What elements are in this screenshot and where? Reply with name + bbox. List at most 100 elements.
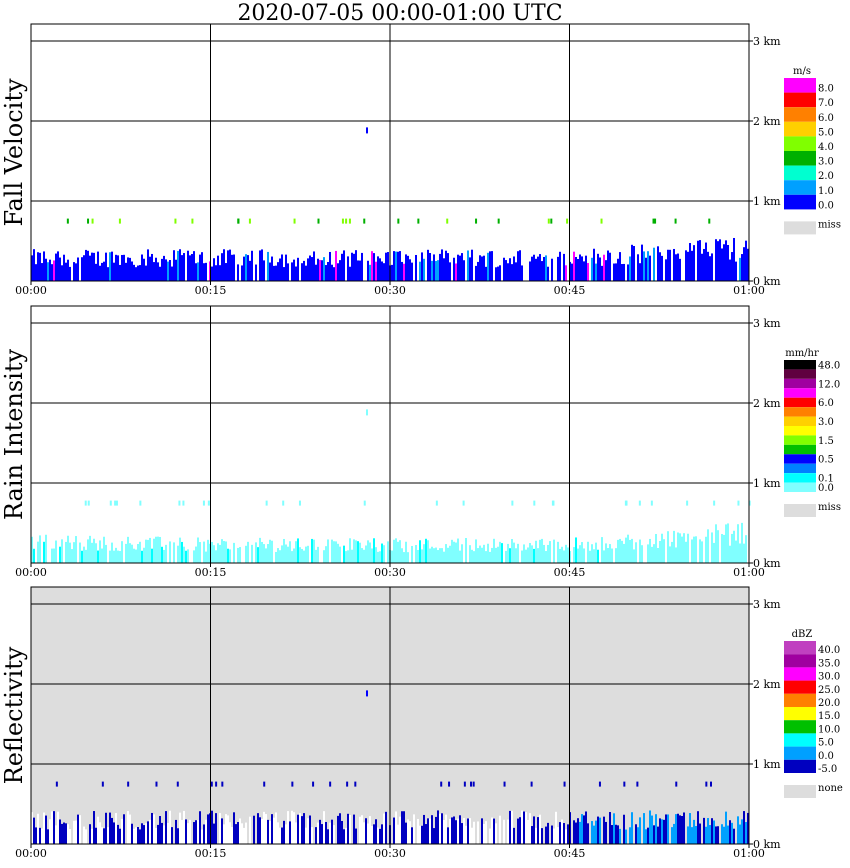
echo-column — [603, 254, 605, 281]
y-tick-label: 1 km — [753, 195, 781, 208]
echo-column — [297, 814, 299, 844]
echo-column — [205, 551, 207, 563]
echo-column — [53, 548, 55, 563]
echo-column — [127, 257, 129, 281]
echo-column — [639, 539, 641, 563]
echo-column — [633, 245, 635, 281]
echo-column — [441, 813, 443, 844]
echo-column — [377, 827, 379, 844]
echo-column — [667, 249, 669, 281]
echo-column — [279, 550, 281, 563]
echo-column — [603, 816, 605, 844]
echo-column — [409, 821, 411, 844]
echo-column — [327, 261, 329, 281]
echo-column — [471, 827, 473, 844]
echo-column — [339, 546, 341, 563]
echo-column — [563, 550, 565, 563]
echo-column — [711, 532, 713, 563]
echo-column — [311, 538, 313, 563]
echo-column — [229, 822, 231, 844]
echo-column — [119, 551, 121, 563]
echo-column — [573, 547, 575, 563]
echo-column — [733, 237, 735, 281]
echo-column — [573, 251, 575, 281]
echo-dot — [329, 781, 332, 787]
echo-column — [715, 524, 717, 563]
echo-column — [293, 259, 295, 281]
y-tick-label: 2 km — [753, 678, 781, 691]
echo-column — [125, 543, 127, 563]
echo-column — [111, 817, 113, 844]
echo-column — [743, 543, 745, 563]
echo-column — [225, 263, 227, 281]
echo-column — [249, 816, 251, 844]
echo-column — [571, 263, 573, 281]
echo-column — [177, 545, 179, 563]
echo-column — [535, 827, 537, 844]
echo-column — [261, 249, 263, 281]
echo-column — [109, 550, 111, 563]
echo-column — [37, 813, 39, 844]
echo-column — [263, 544, 265, 563]
echo-column — [595, 820, 597, 844]
echo-column — [551, 258, 553, 281]
echo-column — [651, 546, 653, 563]
echo-column — [491, 251, 493, 281]
echo-column — [653, 544, 655, 563]
echo-column — [67, 535, 69, 563]
echo-column — [139, 829, 141, 844]
legend-label: 1.5 — [818, 436, 834, 447]
echo-column — [559, 548, 561, 563]
echo-column — [725, 524, 727, 563]
echo-column — [705, 826, 707, 844]
echo-column — [325, 265, 327, 281]
echo-column — [283, 538, 285, 563]
echo-column — [137, 544, 139, 563]
echo-dot — [312, 781, 315, 787]
echo-field — [31, 409, 751, 563]
echo-column — [481, 818, 483, 844]
echo-column — [57, 251, 59, 281]
x-tick-label: 01:00 — [733, 566, 765, 579]
echo-dot — [348, 218, 351, 224]
echo-column — [407, 819, 409, 844]
echo-column — [149, 256, 151, 281]
echo-column — [49, 259, 51, 281]
echo-column — [717, 241, 719, 281]
echo-column — [661, 819, 663, 844]
echo-column — [613, 263, 615, 281]
legend-title: m/s — [793, 66, 811, 77]
echo-column — [119, 264, 121, 281]
echo-column — [713, 542, 715, 563]
echo-column — [345, 827, 347, 844]
echo-column — [473, 551, 475, 563]
echo-column — [449, 545, 451, 563]
echo-column — [117, 550, 119, 563]
echo-column — [367, 823, 369, 844]
echo-column — [263, 260, 265, 281]
echo-column — [533, 254, 535, 281]
echo-dot — [191, 218, 194, 224]
echo-column — [545, 551, 547, 563]
echo-column — [491, 547, 493, 563]
echo-dot — [114, 500, 117, 506]
echo-column — [427, 540, 429, 563]
echo-column — [59, 819, 61, 844]
echo-column — [245, 822, 247, 844]
echo-column — [693, 536, 695, 563]
echo-column — [245, 545, 247, 563]
echo-column — [75, 820, 77, 844]
echo-column — [517, 818, 519, 844]
echo-column — [227, 250, 229, 281]
echo-dot — [282, 500, 285, 506]
echo-column — [31, 812, 33, 844]
echo-column — [329, 251, 331, 281]
echo-dot — [363, 218, 366, 224]
echo-column — [647, 251, 649, 281]
echo-column — [331, 264, 333, 281]
echo-column — [181, 255, 183, 281]
echo-column — [433, 254, 435, 281]
echo-dot — [547, 218, 550, 224]
echo-column — [641, 545, 643, 563]
echo-column — [445, 814, 447, 844]
